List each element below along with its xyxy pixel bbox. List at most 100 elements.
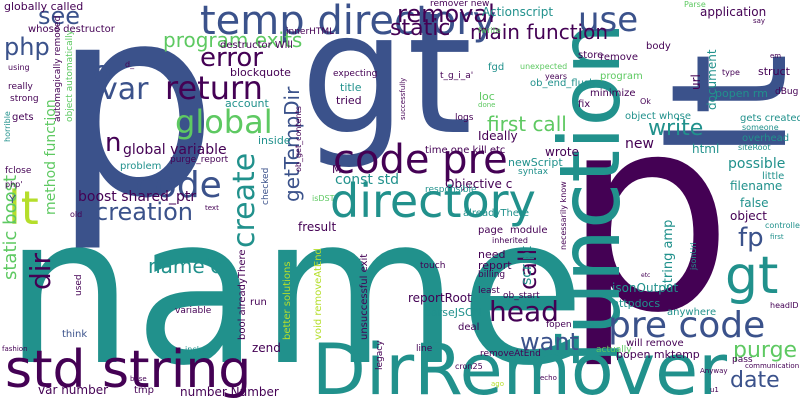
word: static boost [0, 174, 21, 280]
word: ob_start [503, 291, 540, 301]
word: fix [578, 99, 591, 110]
word: variable [175, 306, 212, 316]
word: Objective c [445, 177, 513, 191]
word: creation [95, 198, 193, 226]
word: program [600, 71, 643, 82]
word: logs [455, 113, 474, 123]
word: dir [24, 252, 57, 290]
word: zend [252, 341, 281, 355]
word: return [165, 69, 263, 107]
word: gt [300, 0, 473, 172]
word: void removeAtEnd [313, 248, 324, 340]
word: gt [725, 246, 779, 306]
word: communication [745, 362, 800, 370]
word: least [478, 286, 500, 296]
word: object automatically [65, 30, 75, 122]
word: use [578, 0, 639, 40]
word: think [62, 329, 88, 340]
word: expecting [333, 69, 378, 79]
word: better solutions [282, 261, 293, 340]
word: first [770, 233, 784, 241]
word: d_ [125, 60, 135, 69]
word: static [390, 16, 451, 41]
word: old [70, 210, 83, 219]
word: responsible [425, 185, 477, 195]
word: module [510, 225, 548, 236]
word: first call [487, 112, 567, 136]
word: headID [770, 301, 799, 310]
word: isDST [312, 194, 335, 203]
word: boost shared_ptr [78, 189, 197, 205]
word: inside [258, 134, 291, 147]
word: text [205, 204, 219, 212]
word: report [478, 259, 512, 272]
word: fgd [488, 62, 505, 73]
word: Ok [640, 97, 651, 106]
word: global variable [123, 142, 227, 158]
word: n [105, 128, 122, 158]
word: name [4, 173, 586, 400]
word: automagically removed [53, 15, 63, 122]
word: etc [641, 272, 651, 279]
word: store [578, 50, 604, 61]
word: tmp [134, 385, 155, 396]
word: minimize [590, 88, 636, 99]
word: code [135, 165, 222, 206]
word: Anyway [700, 367, 728, 375]
word: need [478, 248, 506, 261]
word: alreadyThere [463, 208, 529, 219]
word: inherited [492, 236, 528, 245]
word: jsonOutput [612, 281, 679, 295]
word: horrible [3, 111, 12, 142]
word: removeAtEnd [480, 349, 541, 359]
word: account [225, 97, 269, 110]
word: fp [738, 223, 764, 253]
word: see [38, 2, 81, 30]
word: code pre [333, 137, 508, 183]
word: document [705, 49, 719, 110]
word: touch [420, 261, 446, 271]
word: object whose [625, 111, 691, 122]
word: temp directory [200, 0, 497, 44]
word: billing [478, 270, 506, 280]
word: whose destructor [28, 24, 115, 35]
word: httpdocs [612, 297, 661, 310]
word: application [700, 5, 767, 19]
word: const std [335, 172, 400, 188]
word: ob_end_flush [530, 78, 596, 89]
word: purge_report [170, 155, 229, 165]
word: url [689, 74, 703, 90]
word: page [478, 225, 503, 236]
word: script [519, 245, 535, 285]
word: necessarily know [559, 181, 568, 250]
word: actually [596, 345, 632, 355]
word: popen rm [715, 87, 768, 100]
word: php' [5, 180, 23, 189]
word: var number [38, 383, 109, 397]
word: jsonUrl [689, 242, 698, 270]
word: successfully [399, 77, 407, 120]
word: deal [458, 322, 480, 333]
word: line [416, 344, 433, 354]
word: wrote [545, 145, 579, 159]
word: filename [730, 179, 783, 193]
word: fashion [2, 345, 28, 353]
word: lt [8, 181, 39, 235]
word: false [740, 196, 769, 210]
word: syntax [518, 167, 549, 177]
word: echo [540, 374, 557, 382]
word: Parse [684, 0, 706, 9]
word: fclose [5, 166, 32, 176]
word: innerHTML [286, 27, 335, 37]
word: global [175, 103, 273, 141]
word: siteRoot [738, 143, 771, 152]
word: body [646, 41, 671, 52]
word: parseJSON [424, 306, 482, 319]
word: bool alreadyThere [237, 249, 248, 340]
word: error [200, 43, 263, 73]
word: fwrite [478, 26, 501, 35]
word: type [722, 68, 740, 77]
word: html [692, 142, 720, 156]
word: object [730, 209, 767, 223]
word: var [100, 72, 149, 107]
